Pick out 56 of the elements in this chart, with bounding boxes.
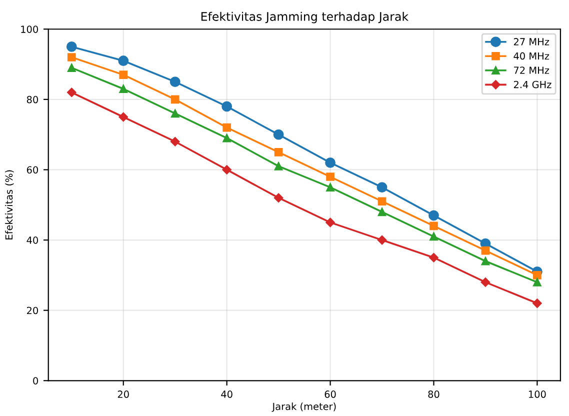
y-tick-label: 20 — [26, 306, 38, 314]
point — [222, 165, 232, 174]
point — [325, 157, 336, 168]
point — [378, 208, 386, 216]
y-tick-label: 80 — [26, 96, 38, 104]
chart-title: Efektivitas Jamming terhadap Jarak — [201, 12, 409, 24]
point — [274, 148, 283, 156]
point — [326, 172, 334, 181]
point — [170, 95, 180, 104]
point — [170, 136, 180, 146]
point — [118, 112, 128, 122]
legend-label: 40 MHz — [514, 52, 550, 60]
point — [533, 278, 542, 286]
point — [326, 218, 335, 228]
point — [376, 182, 388, 193]
point — [119, 70, 128, 79]
point — [429, 252, 438, 262]
y-tick-label: 100 — [21, 26, 38, 33]
legend-label: 72 MHz — [514, 66, 550, 74]
point — [480, 278, 490, 287]
x-axis-title: Jarak (meter) — [272, 402, 336, 412]
point — [67, 64, 76, 72]
point — [67, 88, 76, 98]
point — [170, 109, 180, 118]
point — [377, 235, 387, 245]
point — [118, 56, 129, 66]
point — [119, 84, 128, 94]
point — [222, 123, 231, 132]
point — [428, 210, 439, 221]
x-tick-label: 60 — [324, 390, 336, 398]
x-tick-label: 20 — [118, 390, 129, 398]
point — [481, 246, 490, 255]
y-axis-title: Efektivitas (%) — [5, 170, 14, 240]
legend-label: 27 MHz — [514, 38, 550, 46]
point — [532, 298, 542, 308]
point — [533, 271, 542, 280]
point — [378, 197, 386, 206]
point — [222, 134, 231, 142]
point — [67, 53, 76, 62]
point — [170, 76, 180, 88]
x-tick-label: 80 — [428, 390, 440, 398]
point — [273, 129, 284, 140]
point — [274, 193, 284, 202]
y-tick-label: 40 — [26, 236, 38, 244]
x-tick-label: 40 — [221, 390, 232, 398]
point — [274, 162, 283, 170]
y-tick-label: 0 — [33, 377, 38, 384]
point — [66, 41, 77, 52]
point — [430, 232, 438, 241]
point — [222, 101, 232, 112]
x-tick-label: 100 — [528, 390, 546, 398]
point — [481, 256, 490, 266]
point — [430, 222, 438, 230]
y-tick-label: 60 — [26, 166, 38, 174]
point — [326, 183, 334, 192]
legend-label: 2.4 GHz — [514, 80, 552, 88]
